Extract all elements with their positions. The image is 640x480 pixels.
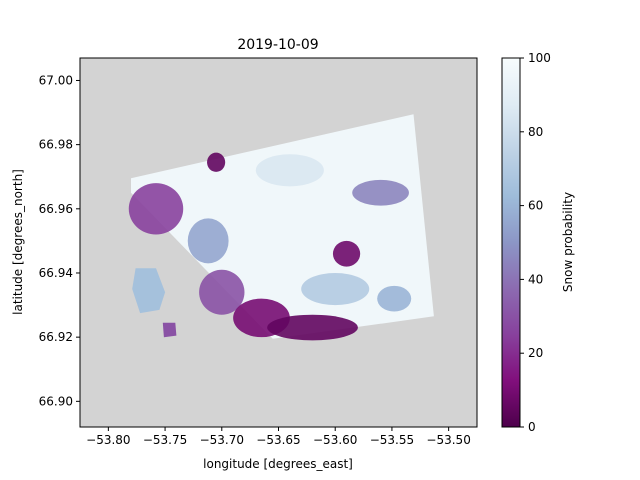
y-tick-label: 66.94 [39, 266, 73, 280]
x-tick-label: −53.60 [313, 433, 357, 447]
x-tick-label: −53.50 [426, 433, 470, 447]
x-tick-label: −53.75 [143, 433, 187, 447]
y-tick-label: 66.98 [39, 138, 73, 152]
colorbar-ticks: 0 20 40 60 80 100 [520, 51, 551, 434]
colorbar-label: Snow probability [561, 192, 575, 292]
colorbar-tick-label: 100 [528, 51, 551, 65]
snow-patch [187, 218, 229, 264]
chart-title: 2019-10-09 [237, 37, 318, 53]
snow-patch [199, 269, 245, 315]
y-tick-label: 66.96 [39, 202, 73, 216]
snow-patch [267, 314, 358, 341]
colorbar-tick-label: 80 [528, 125, 543, 139]
snow-patch [377, 285, 412, 312]
snow-patch [207, 152, 226, 172]
y-tick-label: 67.00 [39, 73, 73, 87]
y-tick-label: 66.90 [39, 394, 73, 408]
snow-patch [352, 179, 409, 206]
x-tick-label: −53.70 [200, 433, 244, 447]
snow-patch [255, 154, 324, 187]
y-tick-label: 66.92 [39, 330, 73, 344]
snow-patch [332, 240, 361, 267]
x-axis-label: longitude [degrees_east] [203, 457, 353, 471]
x-axis-ticks: −53.80 −53.75 −53.70 −53.65 −53.60 −53.55 −53.… [86, 427, 471, 447]
island-region [132, 268, 166, 314]
colorbar-tick-label: 40 [528, 272, 543, 286]
y-axis-label: latitude [degrees_north] [11, 169, 25, 315]
snow-probability-raster [128, 114, 434, 341]
colorbar-tick-label: 0 [528, 420, 536, 434]
snow-patch [128, 183, 184, 235]
colorbar-tick-label: 60 [528, 199, 543, 213]
colorbar-tick-label: 20 [528, 346, 543, 360]
island-region [162, 322, 177, 338]
colorbar [501, 57, 521, 428]
x-tick-label: −53.65 [256, 433, 300, 447]
y-axis-ticks: 66.90 66.92 66.94 66.96 66.98 67.00 [39, 73, 80, 408]
x-tick-label: −53.55 [370, 433, 414, 447]
x-tick-label: −53.80 [86, 433, 130, 447]
snow-patch [301, 272, 370, 306]
